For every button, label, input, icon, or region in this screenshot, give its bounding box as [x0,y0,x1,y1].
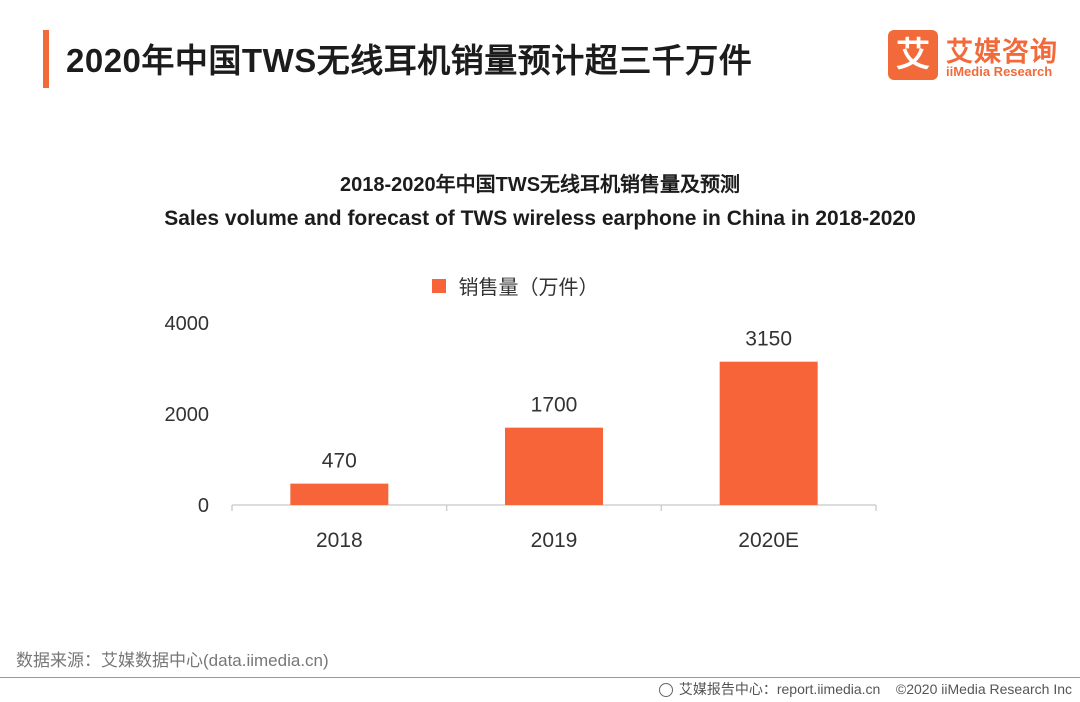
x-tick-label: 2020E [738,529,799,552]
legend-swatch [432,278,446,293]
data-label: 470 [322,450,357,473]
y-tick-label: 0 [198,495,209,517]
bar-2020E [719,361,818,505]
footer-bar: 艾媒报告中心：report.iimedia.cn ©2020 iiMedia R… [658,679,1072,699]
legend-label: 销售量（万件） [458,277,599,299]
footer-divider [0,677,1080,678]
chart-subtitle: Sales volume and forecast of TWS wireles… [164,207,916,230]
brand-logo: 艾 艾媒咨询 iiMedia Research [888,30,1063,82]
bar-2018 [290,483,389,505]
data-source: 数据来源：艾媒数据中心(data.iimedia.cn) [16,651,329,670]
x-tick-label: 2018 [316,529,363,552]
globe-icon [658,683,673,697]
chart-legend: 销售量（万件） [432,271,598,299]
title-accent-bar [43,30,49,88]
x-tick-label: 2019 [531,529,578,552]
logo-name-en: iiMedia Research [946,64,1053,79]
copyright: ©2020 iiMedia Research Inc [895,681,1072,697]
logo-name-cn: 艾媒咨询 [946,37,1058,67]
chart-title: 2018-2020年中国TWS无线耳机销售量及预测 [339,174,741,196]
logo-mark-icon: 艾 [888,30,938,80]
report-center-link[interactable]: 艾媒报告中心：report.iimedia.cn [678,681,881,697]
data-label: 1700 [531,394,578,417]
page-title: 2020年中国TWS无线耳机销量预计超三千万件 [66,42,753,79]
y-tick-label: 4000 [165,313,210,335]
data-label: 3150 [745,328,792,351]
bar-2019 [505,427,603,505]
y-tick-label: 2000 [165,404,210,426]
